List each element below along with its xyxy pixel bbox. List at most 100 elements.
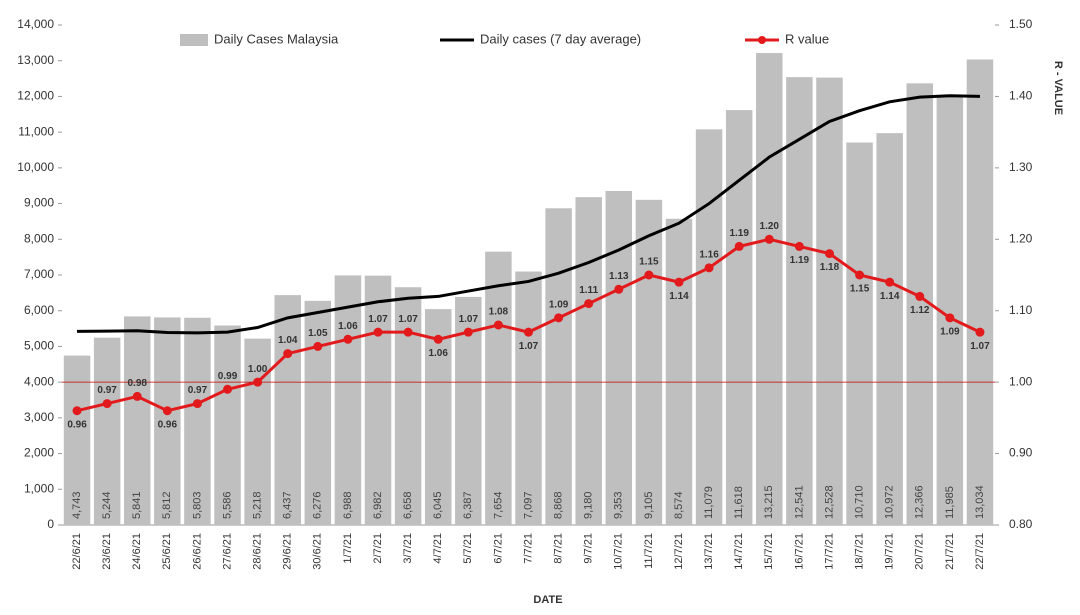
bar-value-label: 10,972	[884, 485, 896, 519]
bar-value-label: 5,218	[252, 491, 264, 519]
marker	[373, 327, 383, 337]
x-tick-label: 21/7/21	[944, 533, 956, 570]
y-tick-label: 5,000	[24, 339, 54, 353]
bar-value-label: 11,618	[733, 486, 745, 519]
bar-value-label: 13,034	[974, 485, 986, 519]
bar-value-label: 5,812	[161, 491, 173, 519]
legend-label: Daily Cases Malaysia	[214, 31, 339, 46]
r-value-label: 0.99	[218, 371, 238, 382]
x-tick-label: 18/7/21	[853, 533, 865, 570]
bar-value-label: 7,654	[492, 491, 504, 519]
y-tick-label: 14,000	[17, 17, 54, 31]
y-tick-label: 11,000	[18, 124, 54, 138]
bar-value-label: 12,541	[793, 485, 805, 519]
x-axis-label: DATE	[533, 594, 562, 606]
marker	[524, 327, 533, 337]
y2-tick-label: 1.10	[1009, 303, 1033, 317]
r-value-label: 1.12	[910, 305, 930, 316]
bar-value-label: 6,658	[402, 491, 414, 519]
marker	[794, 241, 804, 251]
legend-marker	[758, 36, 766, 44]
bar-value-label: 5,803	[191, 491, 203, 519]
bar-value-label: 9,353	[613, 491, 625, 519]
legend-label: Daily cases (7 day average)	[480, 31, 641, 46]
y2-tick-label: 1.30	[1009, 160, 1033, 174]
bar	[334, 275, 362, 525]
x-tick-label: 22/7/21	[974, 533, 986, 570]
y-tick-label: 0	[47, 517, 54, 531]
marker	[945, 313, 955, 323]
x-tick-label: 17/7/21	[823, 533, 835, 570]
marker	[253, 377, 263, 387]
marker	[915, 291, 925, 301]
bar	[695, 129, 723, 526]
r-value-label: 1.09	[940, 326, 960, 337]
bar-value-label: 7,097	[522, 491, 534, 519]
bar	[274, 295, 301, 525]
bar-value-label: 5,244	[101, 491, 113, 519]
x-tick-label: 23/6/21	[101, 533, 113, 570]
r-value-label: 1.07	[459, 314, 479, 325]
y-tick-label: 12,000	[17, 89, 54, 103]
bar-value-label: 4,743	[71, 491, 83, 519]
marker	[644, 270, 654, 280]
r-value-label: 1.07	[519, 341, 539, 352]
x-tick-label: 19/7/21	[884, 533, 896, 570]
bar-value-label: 6,988	[342, 491, 354, 519]
marker	[824, 249, 834, 259]
bar	[93, 337, 121, 525]
x-tick-label: 6/7/21	[492, 533, 504, 564]
y-tick-label: 8,000	[24, 231, 54, 245]
x-tick-label: 14/7/21	[733, 533, 745, 570]
bar-value-label: 8,574	[673, 491, 685, 519]
bar-value-label: 9,180	[583, 491, 595, 519]
bar-value-label: 8,868	[553, 491, 565, 519]
r-value-label: 1.16	[699, 249, 719, 260]
bar	[244, 338, 271, 525]
bar	[786, 77, 813, 525]
marker	[343, 334, 353, 344]
marker	[463, 327, 473, 337]
bar-value-label: 9,105	[643, 491, 655, 519]
x-tick-label: 2/7/21	[372, 533, 384, 564]
x-tick-label: 28/6/21	[252, 533, 264, 570]
marker	[72, 406, 82, 416]
marker	[433, 334, 443, 344]
bar	[545, 208, 572, 526]
y-tick-label: 1,000	[24, 481, 54, 495]
bar-value-label: 6,045	[432, 491, 444, 519]
r-value-label: 1.19	[790, 255, 810, 266]
y-tick-label: 4,000	[24, 374, 54, 388]
y2-axis-label: R - VALUE	[1052, 61, 1064, 115]
bar	[816, 77, 843, 526]
bar	[485, 251, 512, 525]
marker	[584, 299, 594, 309]
r-value-label: 0.96	[158, 419, 178, 430]
bar	[394, 287, 422, 525]
marker	[403, 327, 413, 337]
x-tick-label: 5/7/21	[462, 533, 474, 564]
y-tick-label: 3,000	[24, 410, 54, 424]
r-value-label: 1.07	[398, 314, 418, 325]
bar	[123, 316, 151, 525]
r-value-label: 0.98	[128, 378, 148, 389]
y2-tick-label: 1.00	[1009, 374, 1033, 388]
r-value-label: 1.04	[278, 335, 298, 346]
bar	[364, 275, 392, 525]
bar-value-label: 12,528	[823, 485, 835, 519]
r-value-label: 1.14	[880, 291, 900, 302]
marker	[975, 327, 985, 337]
r-value-label: 1.08	[489, 307, 509, 318]
x-tick-label: 22/6/21	[71, 533, 83, 570]
bar	[876, 133, 903, 525]
y2-tick-label: 0.80	[1009, 517, 1033, 531]
y-tick-label: 2,000	[24, 446, 54, 460]
marker	[614, 284, 624, 294]
x-tick-label: 16/7/21	[793, 533, 805, 570]
x-tick-label: 11/7/21	[643, 533, 655, 569]
bar	[214, 325, 241, 525]
marker	[734, 241, 744, 251]
x-tick-label: 24/6/21	[131, 533, 143, 570]
r-value-label: 1.07	[368, 314, 388, 325]
